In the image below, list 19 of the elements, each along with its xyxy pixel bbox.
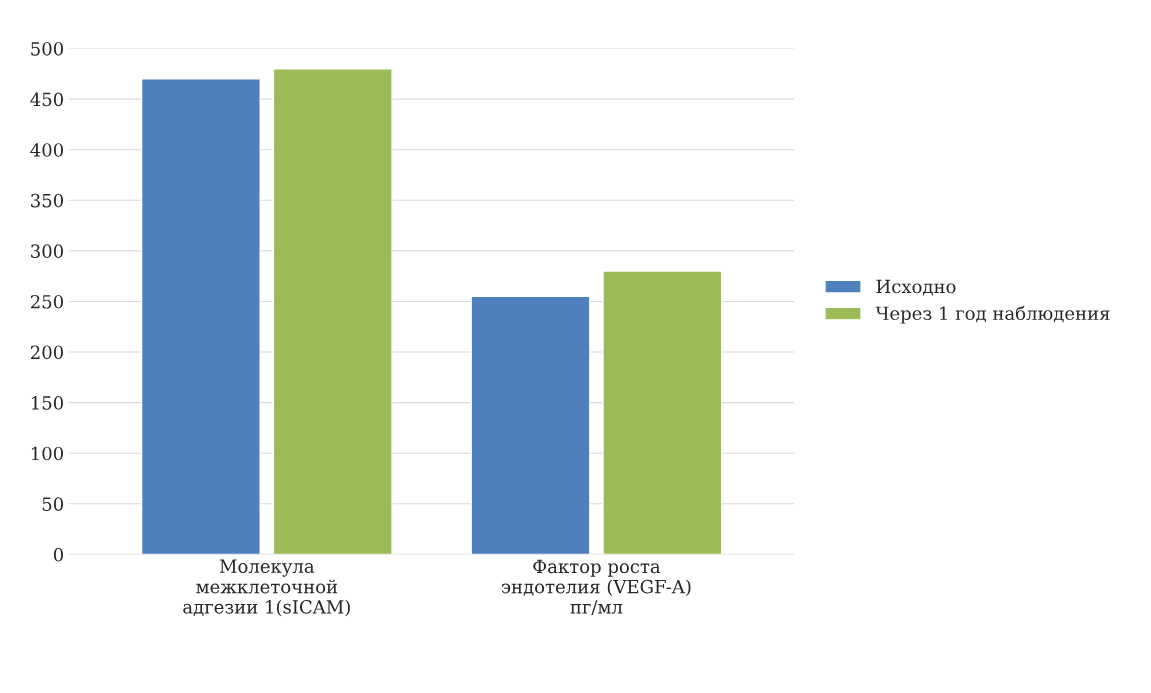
bar: [140, 78, 261, 555]
y-tick-label: 400: [30, 143, 63, 157]
legend-label: Через 1 год наблюдения: [875, 305, 1110, 324]
y-tick-label: 300: [31, 244, 63, 258]
y-tick-label: 100: [31, 446, 63, 461]
y-tick-label: 150: [31, 396, 63, 410]
bar: [602, 270, 723, 555]
bar: [272, 68, 393, 555]
y-tick-label: 350: [31, 193, 63, 208]
y-tick-label: 50: [42, 497, 63, 511]
y-tick-label: 200: [30, 345, 63, 360]
y-tick-label: 0: [53, 547, 63, 562]
legend-label: Исходно: [876, 279, 956, 296]
bar: [470, 295, 591, 555]
x-tick-label: Молекула межклеточной адгезии 1(sICAM): [183, 559, 350, 617]
y-tick-label: 450: [30, 92, 63, 107]
x-tick-label: Фактор роста эндотелия (VEGF-A) пг/мл: [501, 559, 691, 616]
y-tick-label: 250: [30, 294, 63, 309]
y-tick-label: 500: [31, 41, 63, 56]
